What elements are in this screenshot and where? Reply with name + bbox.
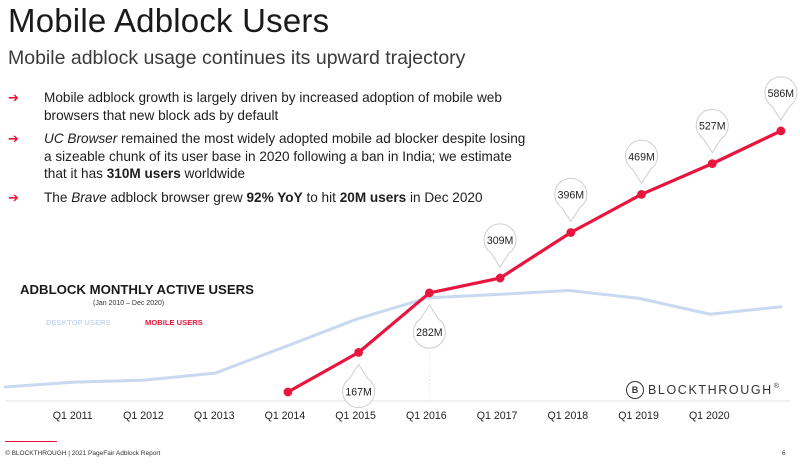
- legend-desktop: DESKTOP USERS: [46, 318, 111, 327]
- bullet-text: remained the most widely adopted mobile …: [44, 131, 526, 181]
- value-callout: 586M: [764, 76, 798, 121]
- mobile-data-point: [424, 288, 434, 298]
- callout-bubble: [695, 108, 729, 154]
- mobile-data-point: [707, 159, 717, 169]
- bullet-text: worldwide: [180, 166, 245, 181]
- value-callout: 282M: [412, 303, 446, 401]
- callout-label: 396M: [558, 189, 585, 201]
- desktop-users-line: [3, 288, 783, 389]
- callout-label: 282M: [416, 327, 443, 339]
- callout-label: 309M: [487, 235, 514, 247]
- bullet-text: The: [44, 189, 72, 205]
- callout-label: 167M: [345, 386, 372, 398]
- bullet-item: ➔ UC Browser remained the most widely ado…: [8, 130, 528, 183]
- x-tick-label: Q1 2017: [477, 410, 518, 422]
- callout-bubble: [412, 303, 446, 349]
- logo-icon: B: [626, 381, 644, 399]
- arrow-icon: ➔: [8, 189, 19, 205]
- x-tick-label: Q1 2019: [618, 410, 659, 422]
- x-tick-label: Q1 2012: [123, 410, 164, 422]
- logo-text: BLOCKTHROUGH: [648, 383, 773, 397]
- bullet-text: Mobile adblock growth is largely driven …: [44, 90, 502, 123]
- bullet-text: 20M users: [339, 189, 407, 205]
- value-callout: 469M: [625, 139, 659, 185]
- value-callout: 167M: [342, 363, 376, 409]
- x-tick-label: Q1 2018: [547, 410, 588, 422]
- mobile-users-line: [287, 129, 782, 394]
- footer-text: © BLOCKTHROUGH | 2021 PageFair Adblock R…: [5, 450, 161, 457]
- legend-mobile: MOBILE USERS: [145, 318, 203, 327]
- mobile-data-point: [495, 273, 505, 283]
- value-callout: 309M: [483, 223, 517, 268]
- callout-bubble: [554, 177, 588, 223]
- arrow-icon: ➔: [8, 131, 19, 146]
- page-number: 6: [782, 450, 786, 457]
- callout-label: 527M: [699, 121, 726, 133]
- callout-label: 469M: [628, 151, 655, 163]
- mobile-data-point: [566, 228, 576, 237]
- bullet-text: to hit: [302, 189, 340, 205]
- x-tick-label: Q1 2020: [689, 410, 730, 422]
- chart-title: ADBLOCK MONTHLY ACTIVE USERS: [20, 282, 254, 297]
- chart-subtitle: (Jan 2010 – Dec 2020): [93, 300, 164, 307]
- bullet-item: ➔ Mobile adblock growth is largely driven…: [8, 89, 528, 124]
- x-tick-label: Q1 2013: [194, 410, 235, 422]
- callout-bubble: [625, 139, 659, 185]
- mobile-data-point: [283, 387, 293, 397]
- bullet-text: Brave: [71, 189, 107, 205]
- callout-bubble: [483, 223, 517, 268]
- blockthrough-logo: B BLOCKTHROUGH ®: [626, 381, 779, 399]
- bullet-text: UC Browser: [44, 131, 118, 146]
- x-tick-label: Q1 2014: [265, 410, 306, 422]
- logo-registered: ®: [773, 382, 779, 390]
- bullet-text: in Dec 2020: [406, 189, 483, 205]
- bullet-text: adblock browser grew: [106, 189, 247, 205]
- mobile-data-point: [776, 126, 786, 136]
- footer-divider: [5, 441, 57, 442]
- page-title: Mobile Adblock Users: [8, 2, 330, 39]
- arrow-icon: ➔: [8, 90, 19, 105]
- callout-bubble: [342, 363, 376, 409]
- value-callout: 396M: [554, 177, 588, 223]
- mobile-data-point: [637, 189, 646, 199]
- bullet-text: 92% YoY: [246, 189, 303, 205]
- value-callout: 527M: [695, 108, 729, 154]
- mobile-data-point: [354, 347, 364, 357]
- bullet-text: 310M users: [106, 166, 181, 181]
- x-tick-label: Q1 2011: [53, 410, 93, 422]
- x-tick-label: Q1 2016: [406, 410, 447, 422]
- bullet-list: ➔ Mobile adblock growth is largely driven…: [8, 89, 528, 212]
- callout-bubble: [764, 76, 798, 121]
- callout-label: 586M: [768, 88, 795, 100]
- x-tick-label: Q1 2015: [335, 410, 376, 422]
- page-subtitle: Mobile adblock usage continues its upwar…: [8, 47, 466, 69]
- bullet-item: ➔ The Brave adblock browser grew 92% YoY …: [8, 189, 528, 207]
